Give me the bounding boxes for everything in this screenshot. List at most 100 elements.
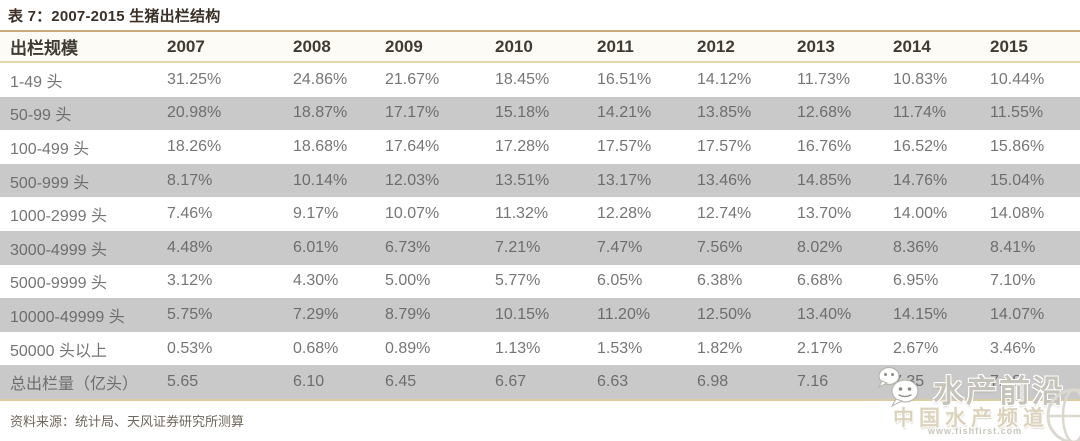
data-cell: 13.70% xyxy=(797,205,852,223)
column-header-year: 2014 xyxy=(893,31,990,63)
data-cell: 4.30% xyxy=(293,272,339,290)
data-cell: 12.28% xyxy=(597,205,652,223)
data-cell: 0.68% xyxy=(293,339,339,357)
data-cell: 1.53% xyxy=(597,339,643,357)
data-cell: 7.21% xyxy=(495,238,541,256)
data-cell: 6.05% xyxy=(597,272,643,290)
table-title: 表 7：2007-2015 生猪出栏结构 xyxy=(8,8,221,25)
data-cell: 6.73% xyxy=(385,238,431,256)
data-cell: 6.01% xyxy=(293,238,339,256)
table-row: 100-499 头 18.26% 18.68% 17.64% 17.28% 17.57% 1… xyxy=(0,130,1080,164)
column-header-year: 2010 xyxy=(495,31,597,63)
data-cell: 14.15% xyxy=(893,305,948,323)
data-cell: 11.74% xyxy=(893,104,947,122)
data-cell: 14.85% xyxy=(797,171,852,189)
table-row: 50000 头以上 0.53% 0.68% 0.89% 1.13% 1.53% 1.82% 2… xyxy=(0,332,1080,366)
data-cell: 9.17% xyxy=(293,205,339,223)
table-row: 50-99 头 20.98% 18.87% 17.17% 15.18% 14.21% 13.… xyxy=(0,96,1080,131)
data-cell: 18.87% xyxy=(293,104,348,122)
data-cell: 10.14% xyxy=(293,171,348,189)
row-label: 10000-49999 头 xyxy=(10,308,125,326)
table-row: 1-49 头 31.25% 24.86% 21.67% 18.45% 16.51% 14.1… xyxy=(0,62,1080,97)
watermark-url: www.fishfirst.com xyxy=(928,426,1023,436)
data-cell: 7.10% xyxy=(990,272,1036,290)
data-cell: 5.77% xyxy=(495,272,541,290)
data-cell: 8.02% xyxy=(797,238,843,256)
data-cell: 17.17% xyxy=(385,104,440,122)
data-cell: 17.57% xyxy=(697,137,752,155)
data-cell: 2.67% xyxy=(893,339,939,357)
row-label: 5000-9999 头 xyxy=(10,275,107,293)
data-cell: 7.56% xyxy=(697,238,743,256)
column-header-year: 2013 xyxy=(797,31,893,63)
data-cell: 14.00% xyxy=(893,205,948,223)
data-cell: 4.48% xyxy=(167,238,213,256)
data-cell: 11.32% xyxy=(495,205,549,223)
data-cell: 15.86% xyxy=(990,137,1045,155)
data-cell: 12.68% xyxy=(797,104,852,122)
data-cell: 13.85% xyxy=(697,104,752,122)
data-cell: 13.40% xyxy=(797,305,852,323)
data-cell: 7.47% xyxy=(597,238,643,256)
data-cell: 2.17% xyxy=(797,339,843,357)
data-cell: 11.73% xyxy=(797,70,851,88)
data-cell: 6.10 xyxy=(293,365,385,401)
column-header-year: 2015 xyxy=(990,31,1080,63)
column-header-year: 2007 xyxy=(167,31,293,63)
row-label: 500-999 头 xyxy=(10,174,90,192)
data-cell: 7.08 xyxy=(990,365,1080,401)
data-cell: 0.89% xyxy=(385,339,431,357)
table-row: 5000-9999 头 3.12% 4.30% 5.00% 5.77% 6.05% 6.38… xyxy=(0,265,1080,299)
row-label: 1000-2999 头 xyxy=(10,208,107,226)
data-cell: 12.50% xyxy=(697,305,752,323)
row-label: 100-499 头 xyxy=(10,140,90,158)
table-head-row: 出栏规模 2007 2008 2009 2010 2011 2012 2013 2014 2015 xyxy=(0,31,1080,63)
data-cell: 6.98 xyxy=(697,365,797,401)
data-cell: 14.76% xyxy=(893,171,948,189)
table-body: 1-49 头 31.25% 24.86% 21.67% 18.45% 16.51% 14.1… xyxy=(0,62,1080,401)
data-cell: 8.17% xyxy=(167,171,213,189)
row-label: 50000 头以上 xyxy=(10,342,107,360)
data-cell: 21.67% xyxy=(385,70,440,88)
data-cell: 17.28% xyxy=(495,137,550,155)
table-row: 500-999 头 8.17% 10.14% 12.03% 13.51% 13.17% 13… xyxy=(0,163,1080,198)
data-cell: 5.75% xyxy=(167,305,213,323)
data-cell: 12.74% xyxy=(697,205,752,223)
data-cell: 13.17% xyxy=(597,171,652,189)
row-label: 50-99 头 xyxy=(10,107,72,125)
data-cell: 7.35 xyxy=(893,365,990,401)
data-cell: 24.86% xyxy=(293,70,348,88)
data-cell: 16.76% xyxy=(797,137,852,155)
data-cell: 18.68% xyxy=(293,137,348,155)
data-cell: 7.16 xyxy=(797,365,893,401)
data-cell: 1.13% xyxy=(495,339,541,357)
table-row: 10000-49999 头 5.75% 7.29% 8.79% 10.15% 11.20%… xyxy=(0,298,1080,332)
table-row: 1000-2999 头 7.46% 9.17% 10.07% 11.32% 12.28% 1… xyxy=(0,197,1080,231)
data-cell: 8.41% xyxy=(990,238,1036,256)
watermark-channel-text: 中国水产频道 xyxy=(893,407,1049,430)
column-header-year: 2008 xyxy=(293,31,385,63)
data-cell: 17.57% xyxy=(597,137,652,155)
data-cell: 14.12% xyxy=(697,70,752,88)
table-row: 总出栏量（亿头） 5.65 6.10 6.45 6.67 6.63 6.98 7.16 7.35… xyxy=(0,365,1080,401)
column-header-year: 2012 xyxy=(697,31,797,63)
column-header-year: 2009 xyxy=(385,31,495,63)
data-cell: 15.04% xyxy=(990,171,1045,189)
data-cell: 10.83% xyxy=(893,70,948,88)
data-cell: 11.20% xyxy=(597,305,651,323)
row-label: 1-49 头 xyxy=(10,73,63,91)
data-cell: 7.46% xyxy=(167,205,213,223)
data-cell: 18.26% xyxy=(167,137,222,155)
data-cell: 6.68% xyxy=(797,272,843,290)
data-cell: 16.52% xyxy=(893,137,948,155)
data-cell: 12.03% xyxy=(385,171,440,189)
data-cell: 8.79% xyxy=(385,305,431,323)
table-row: 3000-4999 头 4.48% 6.01% 6.73% 7.21% 7.47% 7.56… xyxy=(0,230,1080,265)
data-cell: 15.18% xyxy=(495,104,550,122)
data-cell: 3.46% xyxy=(990,339,1036,357)
data-cell: 16.51% xyxy=(597,70,652,88)
data-cell: 14.21% xyxy=(597,104,652,122)
data-cell: 0.53% xyxy=(167,339,213,357)
column-header-year: 2011 xyxy=(597,31,697,63)
